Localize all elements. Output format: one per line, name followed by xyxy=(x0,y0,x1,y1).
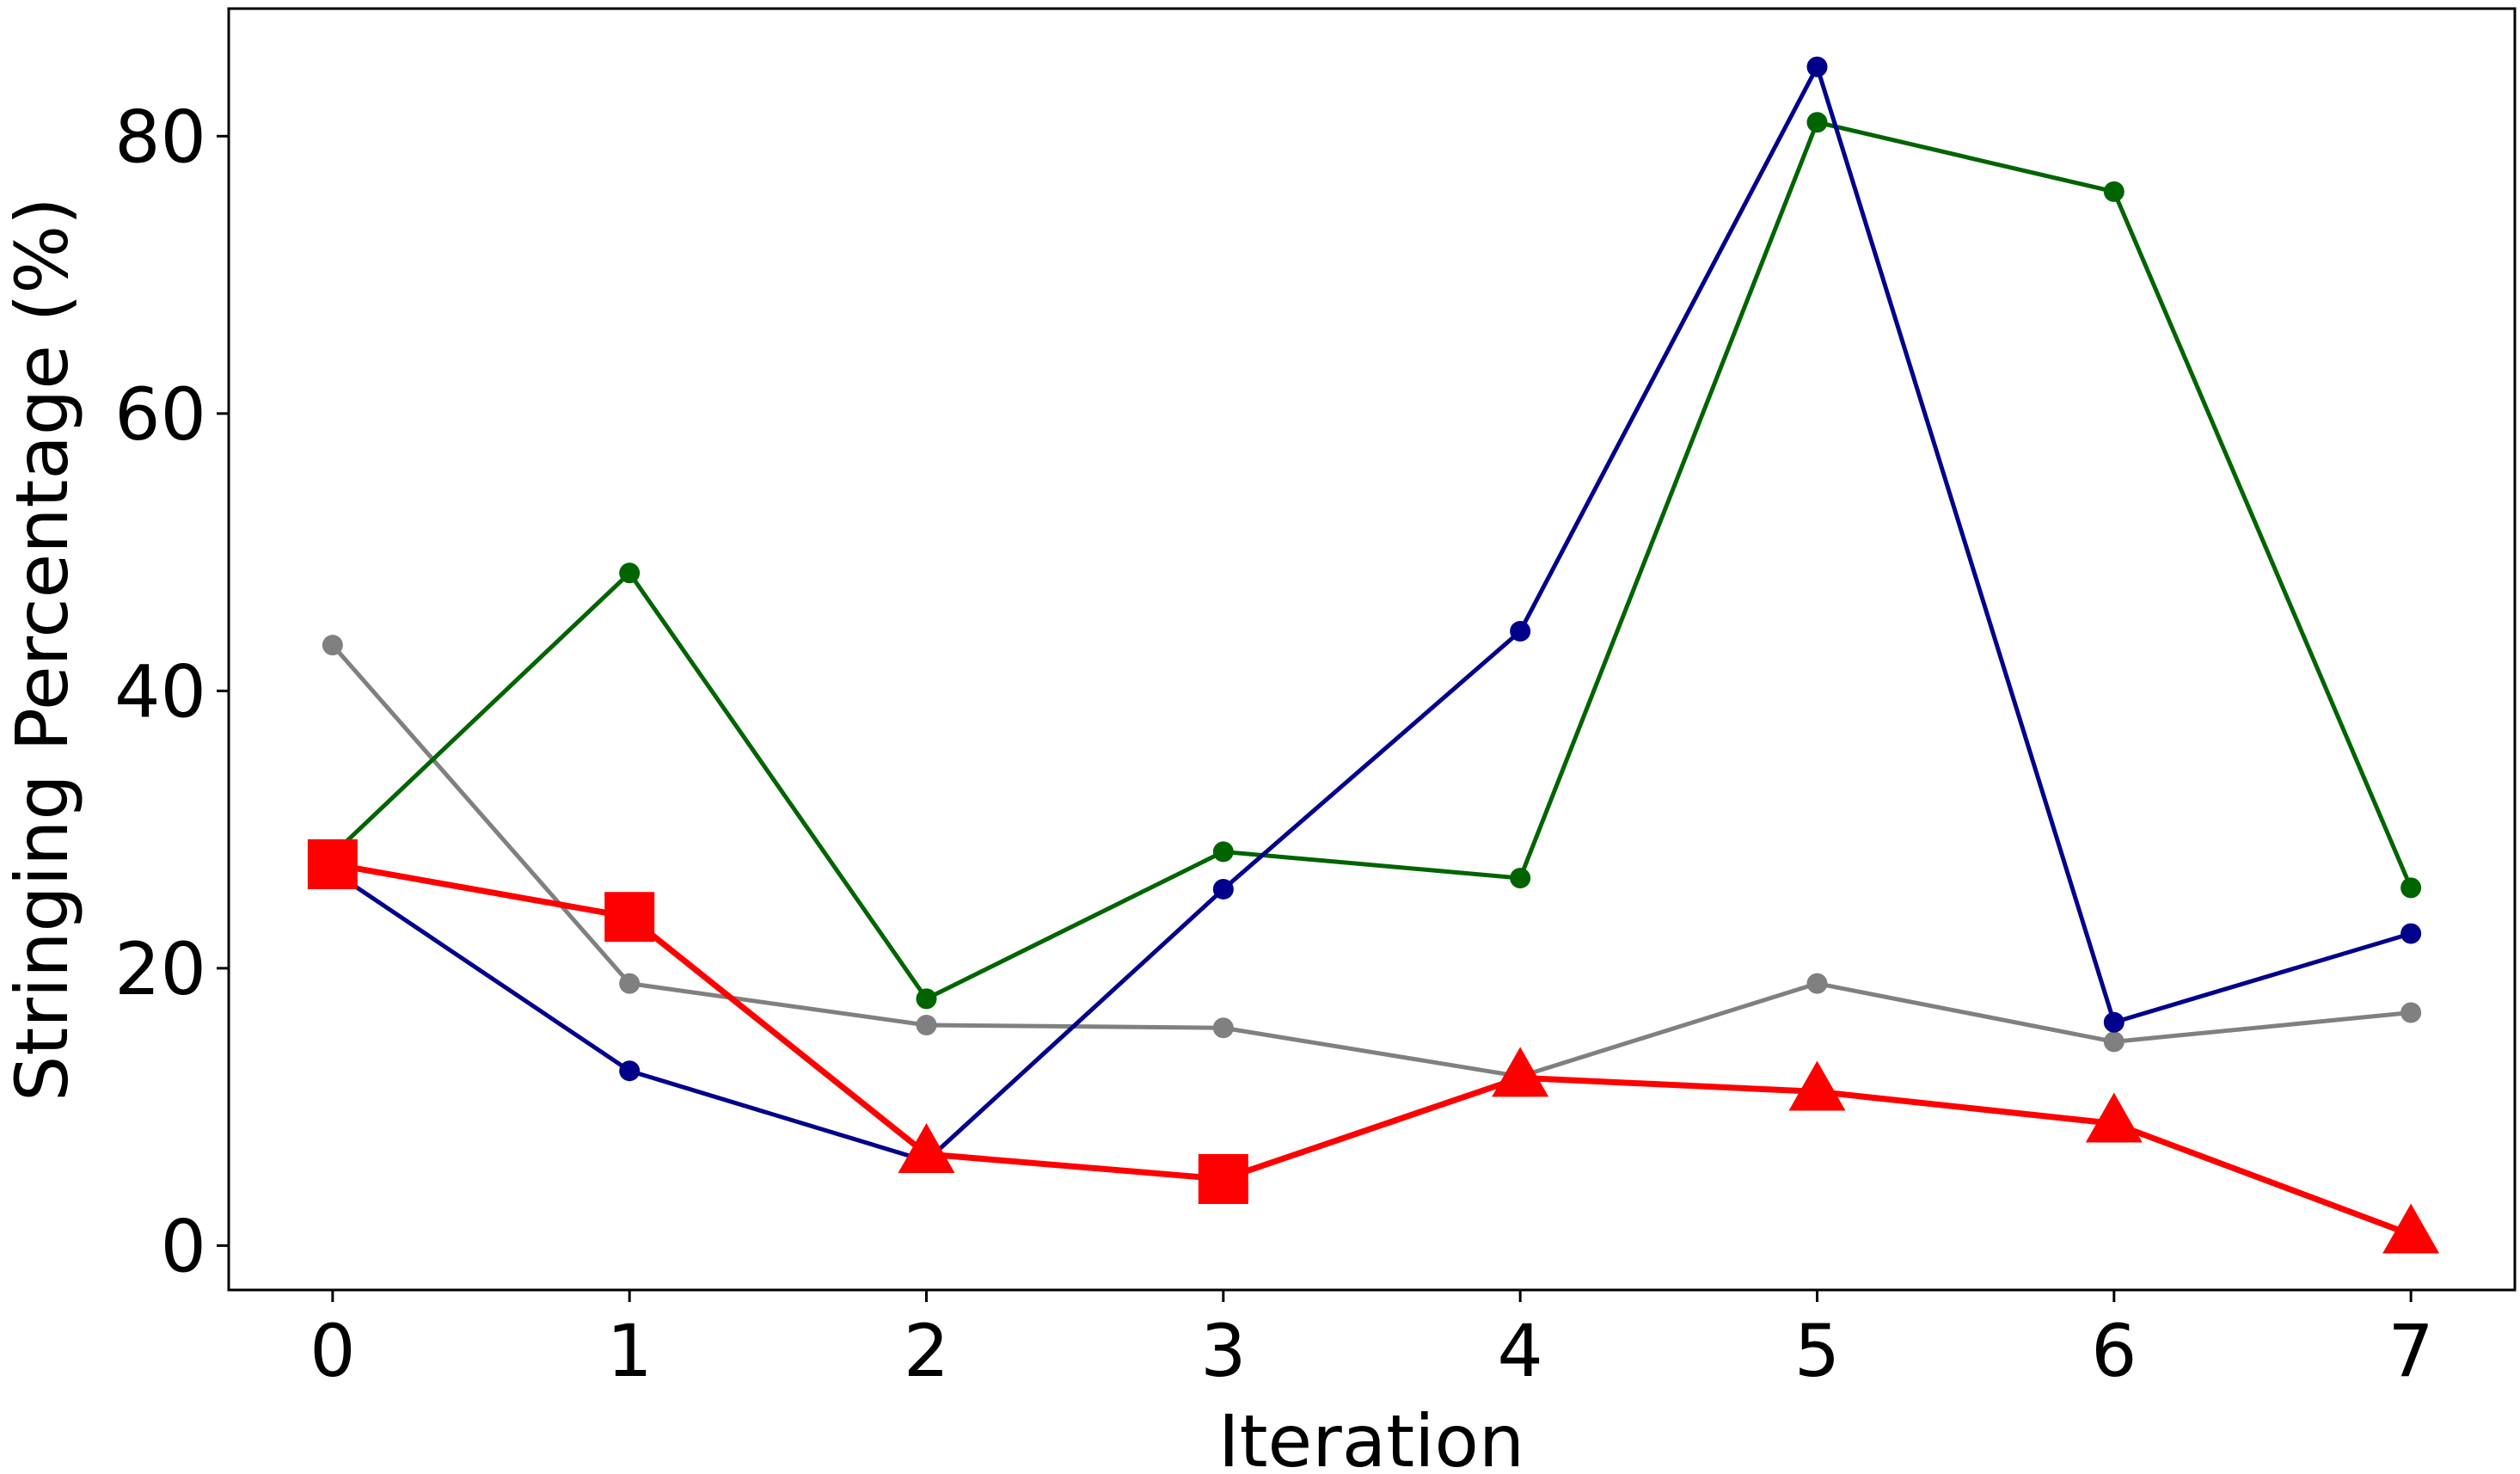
series-layer xyxy=(307,56,2440,1254)
series-grey-point xyxy=(2103,1031,2125,1053)
series-red-triangle-marker xyxy=(898,1123,955,1174)
series-red-triangle-marker xyxy=(2382,1203,2440,1254)
series-navy-point xyxy=(2400,923,2422,944)
x-tick-label: 7 xyxy=(2388,1309,2433,1393)
series-navy-point xyxy=(1806,56,1828,77)
x-tick-label: 6 xyxy=(2091,1309,2137,1393)
x-tick-label: 5 xyxy=(1794,1309,1840,1393)
series-navy-point xyxy=(1510,621,1531,642)
series-navy-point xyxy=(1212,878,1234,900)
series-red-square-marker xyxy=(1198,1153,1248,1204)
series-grey-point xyxy=(1212,1017,1234,1039)
series-red-triangle-marker xyxy=(1492,1047,1549,1097)
x-axis-label: Iteration xyxy=(1218,1399,1524,1474)
x-tick-label: 1 xyxy=(606,1309,652,1393)
series-green xyxy=(322,112,2422,1010)
x-tick-label: 0 xyxy=(310,1309,355,1393)
series-green-line xyxy=(331,120,2413,1001)
x-tick-label: 4 xyxy=(1497,1309,1542,1393)
y-tick-label: 80 xyxy=(114,95,206,179)
y-axis-label: Stringing Percentage (%) xyxy=(0,197,84,1102)
series-green-point xyxy=(619,562,641,584)
axis-layer: 0 1 2 3 4 5 6 7 0 20 40 60 80 xyxy=(114,95,2434,1393)
series-green-point xyxy=(2103,181,2125,202)
y-tick-label: 60 xyxy=(114,372,206,457)
series-red-square-marker xyxy=(307,838,358,889)
series-green-point xyxy=(1212,841,1234,863)
series-navy-point xyxy=(2103,1011,2125,1033)
series-navy-line xyxy=(331,64,2412,1164)
series-grey xyxy=(322,635,2422,1087)
x-tick-label: 2 xyxy=(904,1309,949,1393)
series-green-point xyxy=(2400,877,2422,899)
series-red-line xyxy=(332,861,2413,1238)
series-red xyxy=(307,838,2440,1254)
series-grey-point xyxy=(619,973,641,994)
series-green-point xyxy=(1806,112,1828,133)
y-tick-label: 0 xyxy=(161,1204,206,1288)
series-grey-point xyxy=(322,635,343,656)
series-grey-point xyxy=(916,1015,937,1036)
x-tick-label: 3 xyxy=(1200,1309,1246,1393)
series-grey-point xyxy=(1806,973,1828,994)
series-red-triangle-marker xyxy=(2085,1092,2143,1143)
series-red-square-marker xyxy=(604,892,655,943)
plot-frame xyxy=(227,7,2517,1292)
series-grey-point xyxy=(2400,1002,2422,1023)
series-green-point xyxy=(916,988,937,1010)
series-navy xyxy=(322,56,2422,1172)
y-tick-label: 40 xyxy=(114,649,206,734)
y-tick-label: 20 xyxy=(114,927,206,1011)
series-grey-line xyxy=(330,643,2412,1079)
series-red-triangle-marker xyxy=(1788,1060,1846,1111)
series-navy-point xyxy=(619,1060,641,1082)
series-green-point xyxy=(1510,868,1531,889)
